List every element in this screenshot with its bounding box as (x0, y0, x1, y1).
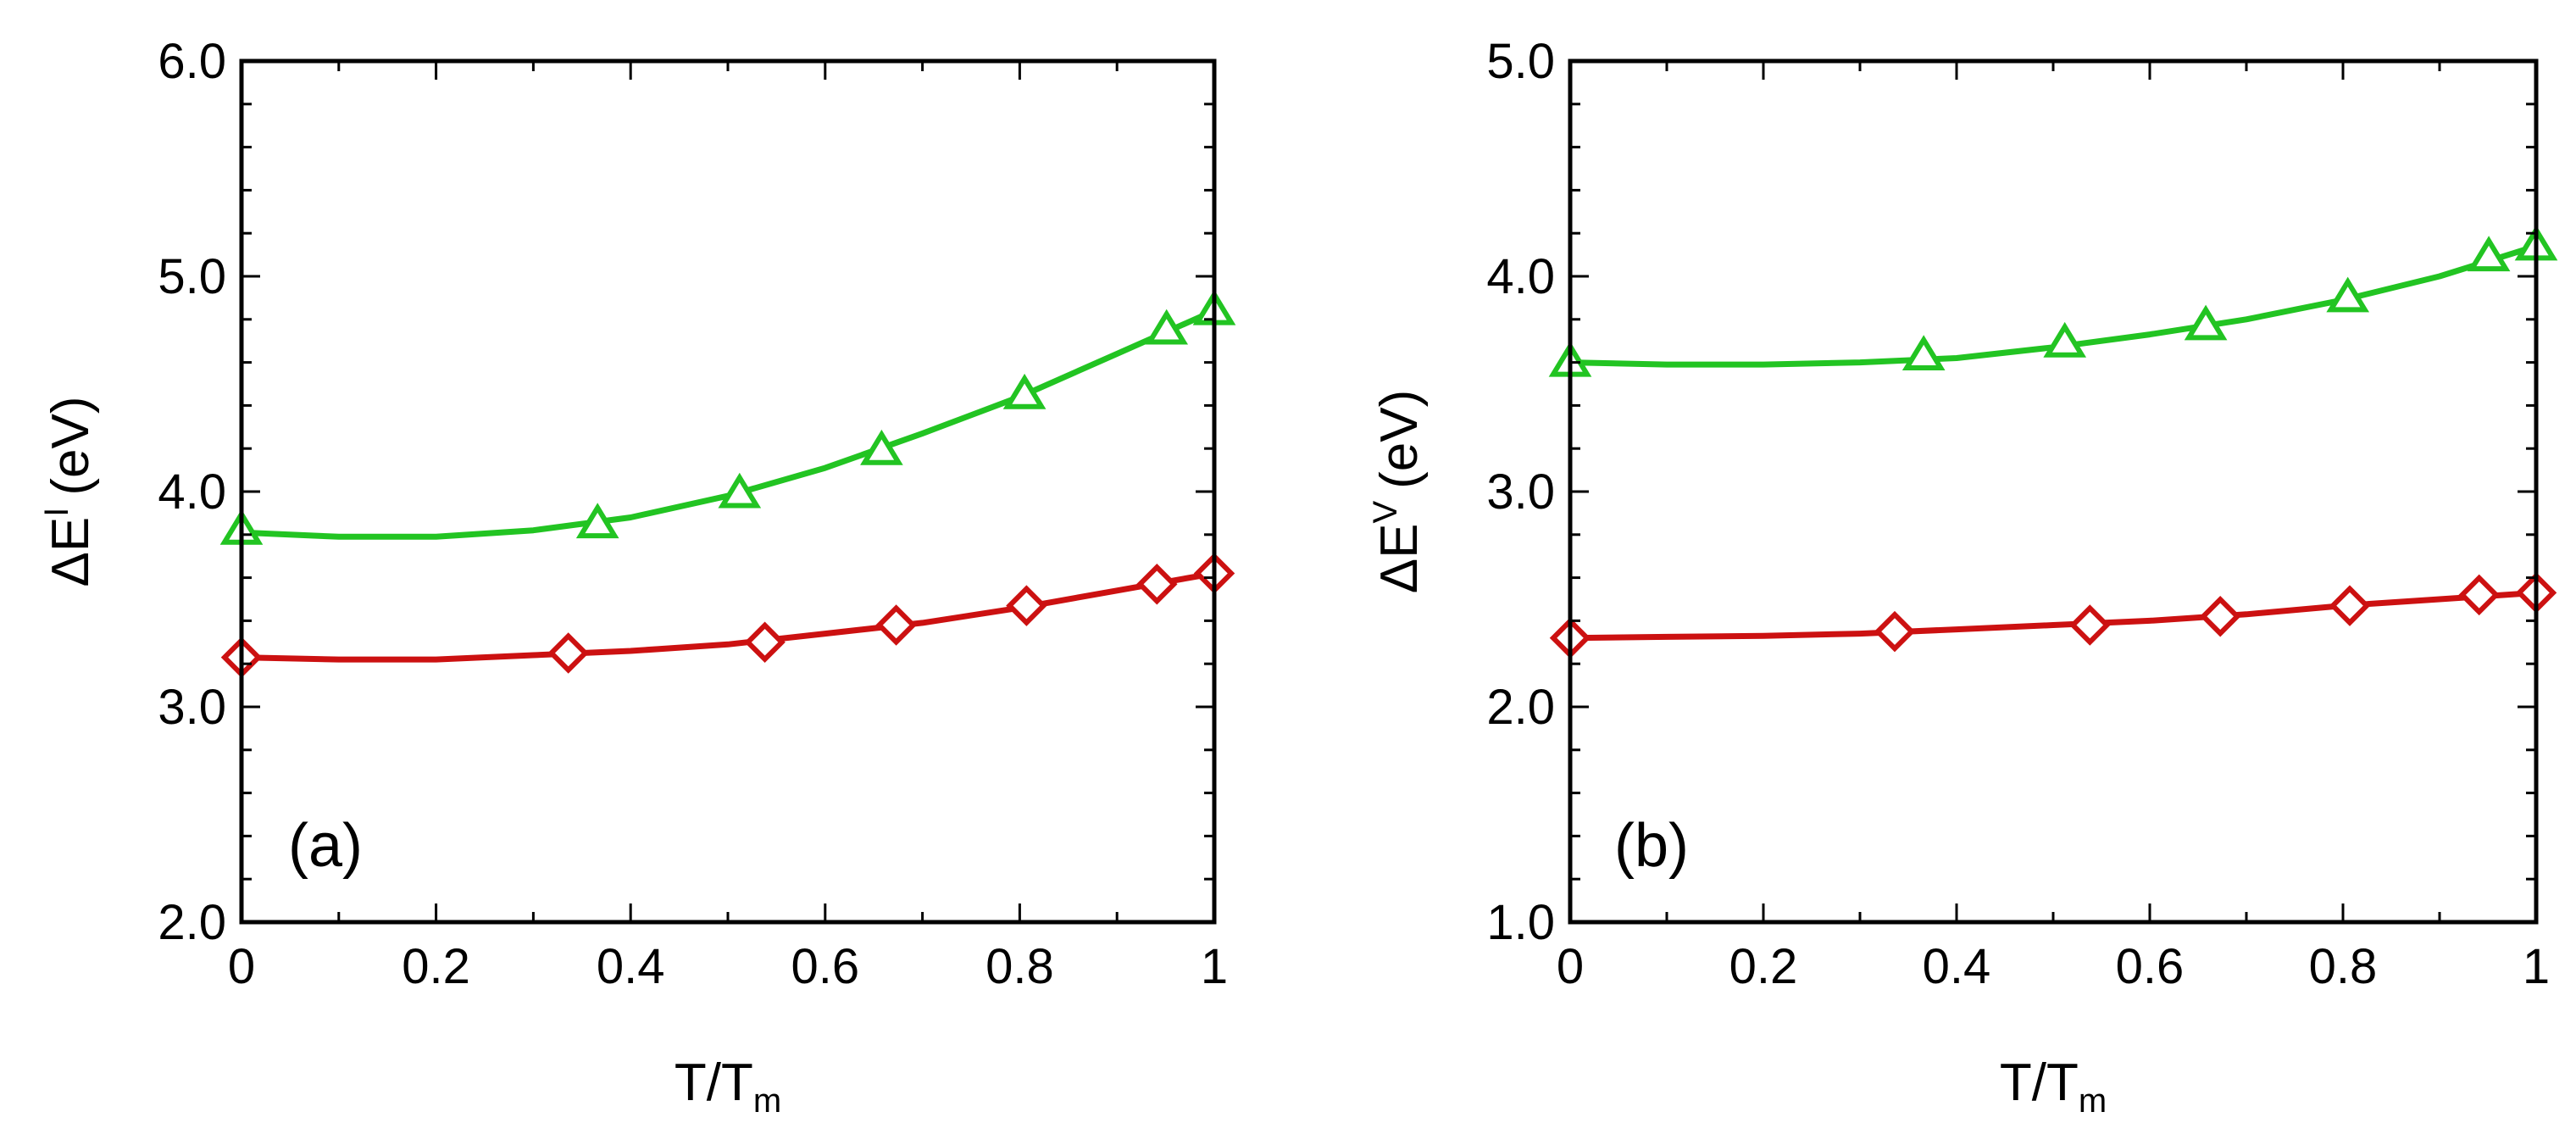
panel-a-x-tick-label: 0.8 (985, 939, 1054, 994)
panel-b-diamond-series-point (2458, 574, 2500, 616)
panel-b-marks (1548, 225, 2558, 659)
panel-a-triangle-series-point (1145, 309, 1189, 345)
panel-b-y-tick-label: 4.0 (1486, 249, 1555, 304)
panel-a-diamond-series-point (875, 604, 917, 646)
panel-b-x-axis-label: T/Tm (2000, 1054, 2107, 1120)
panel-b-x-tick-label: 1 (2523, 939, 2550, 994)
panel-b-y-axis-label: ΔEV(eV) (1367, 390, 1429, 594)
panel-a-triangle-series-point (860, 429, 903, 465)
panel-a-y-tick-label: 6.0 (158, 34, 226, 89)
panel-a-y-tick-label: 4.0 (158, 464, 226, 520)
panel-a-triangle-series-point (575, 503, 619, 539)
panel-b-y-tick-label: 3.0 (1486, 464, 1555, 520)
panel-a-frame (239, 58, 1217, 925)
panel-a-y-tick-label: 5.0 (158, 249, 226, 304)
panel-b-triangle-series-point (1901, 335, 1946, 370)
panel-b-ticks: 0 0.2 0.4 0.6 0.8 1 1.0 2.0 3.0 4.0 5.0 (1486, 34, 2550, 994)
panel-b-x-tick-label: 0.2 (1729, 939, 1798, 994)
panel-a-x-tick-label: 0.6 (791, 939, 859, 994)
panel-a-ticks: 0 0.2 0.4 0.6 0.8 1 2.0 3.0 4.0 5.0 6.0 (158, 34, 1228, 994)
panel-b-x-tick-label: 0.6 (2116, 939, 2185, 994)
panel-a-label: (a) (288, 812, 363, 880)
panel-b-x-tick-label: 0 (1557, 939, 1584, 994)
panel-b-y-tick-label: 1.0 (1486, 895, 1555, 950)
panel-b-y-tick-label: 5.0 (1486, 34, 1555, 89)
panel-a-y-axis-label: ΔEI(eV) (38, 396, 100, 587)
panel-a-diamond-series-point (547, 632, 589, 674)
panel-a-y-tick-label: 2.0 (158, 895, 226, 950)
panel-b-diamond-series-point (1874, 610, 1916, 653)
panel-a-triangle-series-point (718, 472, 762, 509)
panel-b-triangle-series-point (2184, 304, 2228, 341)
panel-a-marks (219, 289, 1236, 678)
panel-b-diamond-series-point (2199, 596, 2241, 637)
panel-b-label: (b) (1614, 812, 1689, 880)
panel-a-x-tick-label: 0 (228, 939, 255, 994)
panel-b-x-tick-label: 0.8 (2309, 939, 2378, 994)
panel-a-triangle-series-point (1002, 373, 1046, 409)
panel-b-diamond-series-line (1569, 589, 2537, 642)
panel-b-diamond-series-point (2069, 604, 2111, 646)
panel-b-y-tick-label: 2.0 (1486, 680, 1555, 735)
panel-b-triangle-series-point (2043, 321, 2087, 358)
panel-a-x-tick-label: 1 (1201, 939, 1228, 994)
panel-b-diamond-series-point (2329, 585, 2371, 626)
panel-b-x-tick-label: 0.4 (1923, 939, 1991, 994)
panel-b-triangle-series-point (2467, 236, 2511, 272)
panel-a: 0 0.2 0.4 0.6 0.8 1 2.0 3.0 4.0 5.0 6.0 (a) ΔEI(eV… (38, 34, 1236, 1120)
panel-b-frame (1568, 58, 2539, 925)
panel-a-diamond-series-point (1006, 585, 1047, 626)
panel-a-diamond-series-line (241, 570, 1215, 663)
panel-a-y-tick-label: 3.0 (158, 680, 226, 735)
panel-b-triangle-series-point (2326, 276, 2370, 313)
panel-a-x-axis-label: T/Tm (675, 1054, 781, 1120)
panel-a-diamond-series-point (1136, 563, 1178, 605)
panel-a-x-tick-label: 0.4 (597, 939, 665, 994)
panel-a-x-tick-label: 0.2 (402, 939, 470, 994)
panel-a-diamond-series-point (744, 621, 786, 664)
panel-b: 0 0.2 0.4 0.6 0.8 1 1.0 2.0 3.0 4.0 5.0 (b) ΔEV(eV… (1367, 34, 2558, 1120)
